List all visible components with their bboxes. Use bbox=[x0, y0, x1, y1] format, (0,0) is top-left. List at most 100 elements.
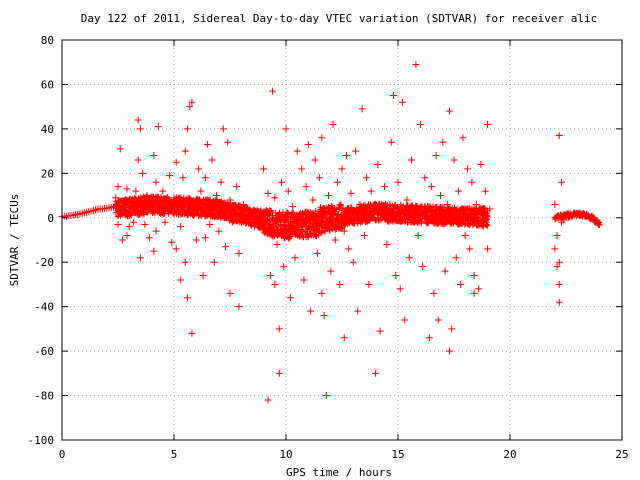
data-point bbox=[166, 172, 174, 180]
data-point bbox=[439, 138, 447, 146]
data-point bbox=[463, 165, 471, 173]
data-point bbox=[172, 245, 180, 253]
data-point bbox=[311, 156, 319, 164]
band-marker bbox=[286, 234, 293, 241]
data-point bbox=[172, 158, 180, 166]
data-point bbox=[154, 123, 162, 131]
data-point bbox=[125, 196, 133, 204]
data-point bbox=[434, 316, 442, 324]
data-point bbox=[407, 156, 415, 164]
data-point bbox=[450, 156, 458, 164]
data-point bbox=[210, 212, 218, 220]
data-point bbox=[307, 307, 315, 315]
data-point bbox=[181, 147, 189, 155]
data-point bbox=[345, 245, 353, 253]
data-point bbox=[587, 215, 595, 223]
data-point bbox=[237, 209, 245, 217]
data-point bbox=[291, 254, 299, 262]
data-point bbox=[132, 187, 140, 195]
data-point bbox=[416, 120, 424, 128]
data-points bbox=[58, 60, 602, 404]
data-point bbox=[403, 196, 411, 204]
data-point bbox=[320, 312, 328, 320]
data-point bbox=[112, 194, 120, 202]
data-point bbox=[392, 272, 400, 280]
band-marker bbox=[484, 222, 491, 229]
band-marker bbox=[312, 232, 319, 239]
data-point bbox=[246, 207, 254, 215]
band-marker bbox=[321, 228, 328, 235]
data-point bbox=[553, 232, 561, 240]
data-point bbox=[118, 236, 126, 244]
data-point bbox=[280, 263, 288, 271]
data-point bbox=[318, 289, 326, 297]
data-point bbox=[376, 327, 384, 335]
band-marker bbox=[596, 221, 603, 228]
data-point bbox=[398, 98, 406, 106]
data-point bbox=[446, 347, 454, 355]
y-axis-label: SDTVAR / TECUs bbox=[8, 194, 21, 287]
data-point bbox=[190, 205, 198, 213]
data-point bbox=[414, 232, 422, 240]
data-point bbox=[271, 194, 279, 202]
band-marker bbox=[272, 220, 279, 227]
data-point bbox=[457, 280, 465, 288]
data-point bbox=[139, 169, 147, 177]
band-marker bbox=[237, 202, 244, 209]
data-point bbox=[340, 227, 348, 235]
data-point bbox=[127, 203, 135, 211]
data-point bbox=[302, 183, 310, 191]
data-point bbox=[472, 200, 480, 208]
data-point bbox=[454, 187, 462, 195]
data-point bbox=[150, 152, 158, 160]
data-point bbox=[123, 185, 131, 193]
data-point bbox=[168, 238, 176, 246]
band-marker bbox=[354, 220, 361, 227]
chart-title: Day 122 of 2011, Sidereal Day-to-day VTE… bbox=[81, 12, 598, 25]
data-point bbox=[159, 187, 167, 195]
data-point bbox=[141, 220, 149, 228]
y-tick-label: 80 bbox=[41, 34, 54, 47]
data-point bbox=[481, 187, 489, 195]
data-point bbox=[551, 200, 559, 208]
axis-ticks bbox=[61, 39, 623, 441]
data-point bbox=[437, 192, 445, 200]
data-point bbox=[356, 200, 364, 208]
data-point bbox=[271, 280, 279, 288]
data-point bbox=[300, 276, 308, 284]
data-point bbox=[148, 200, 156, 208]
data-point bbox=[228, 218, 236, 226]
data-point bbox=[224, 138, 232, 146]
data-point bbox=[217, 178, 225, 186]
data-point bbox=[170, 194, 178, 202]
data-point bbox=[430, 289, 438, 297]
data-point bbox=[309, 196, 317, 204]
data-point bbox=[183, 294, 191, 302]
data-point bbox=[555, 298, 563, 306]
data-point bbox=[199, 272, 207, 280]
data-point bbox=[367, 187, 375, 195]
data-point bbox=[125, 223, 133, 231]
band-marker bbox=[484, 213, 491, 220]
data-point bbox=[360, 232, 368, 240]
data-point bbox=[121, 198, 129, 206]
data-point bbox=[195, 165, 203, 173]
data-point bbox=[560, 216, 568, 224]
data-point bbox=[484, 120, 492, 128]
data-point bbox=[334, 178, 342, 186]
band-marker bbox=[278, 221, 285, 228]
data-point bbox=[188, 98, 196, 106]
y-tick-label: -100 bbox=[28, 434, 55, 447]
data-point bbox=[578, 211, 586, 219]
data-point bbox=[486, 205, 494, 213]
data-point bbox=[555, 280, 563, 288]
data-point bbox=[358, 105, 366, 113]
data-point bbox=[372, 369, 380, 377]
data-point bbox=[284, 187, 292, 195]
y-tick-label: -80 bbox=[34, 390, 54, 403]
data-point bbox=[186, 196, 194, 204]
data-point bbox=[282, 227, 290, 235]
data-point bbox=[558, 178, 566, 186]
data-point bbox=[313, 249, 321, 257]
